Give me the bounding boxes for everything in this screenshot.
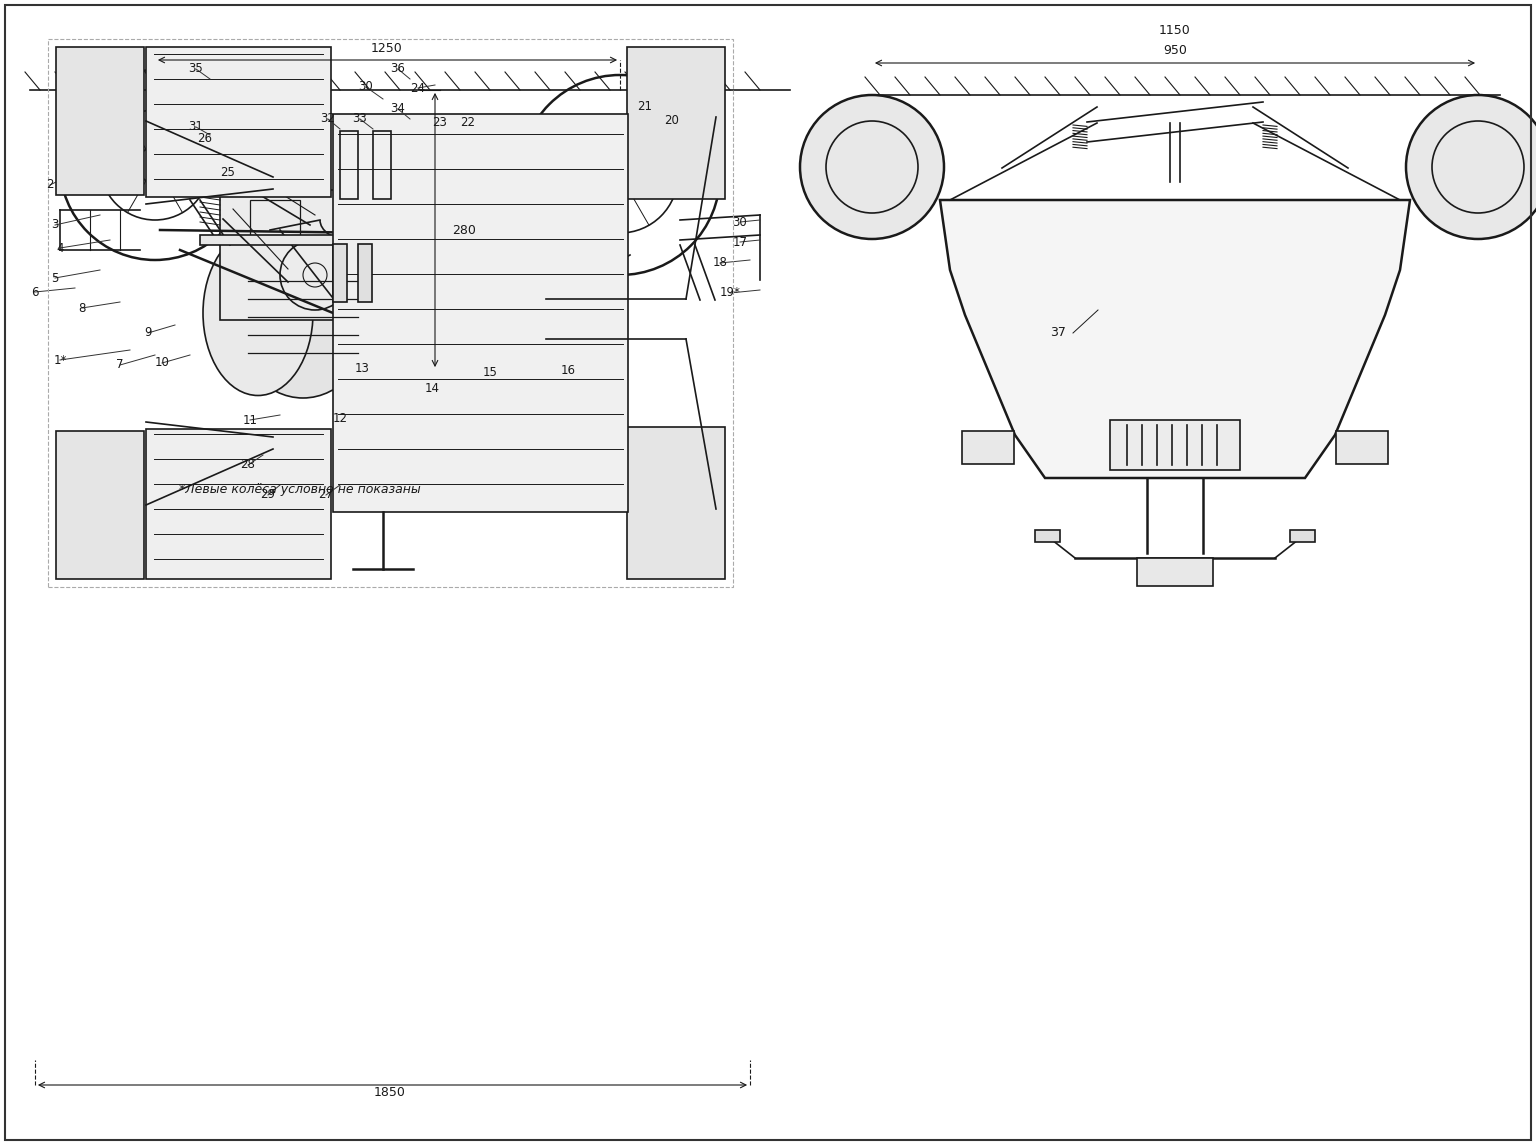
Text: 27: 27 (318, 489, 333, 502)
Circle shape (800, 95, 945, 239)
Text: 16: 16 (561, 363, 576, 377)
Bar (598, 354, 614, 366)
Text: 22: 22 (461, 116, 476, 128)
Text: 18: 18 (713, 256, 728, 269)
Text: 14: 14 (424, 381, 439, 395)
Circle shape (370, 270, 410, 310)
Text: 36: 36 (390, 63, 406, 76)
Bar (627, 47, 725, 199)
Text: 9: 9 (144, 326, 152, 340)
Bar (627, 427, 725, 579)
Bar (146, 47, 330, 197)
Text: 3: 3 (51, 219, 58, 231)
Text: 19*: 19* (719, 286, 740, 300)
Text: 31: 31 (189, 120, 203, 134)
Text: *Левые колёса условно не показаны: *Левые колёса условно не показаны (180, 483, 421, 497)
Text: 28: 28 (241, 458, 255, 472)
Text: 29: 29 (261, 489, 275, 502)
Bar (146, 429, 330, 579)
Bar (1137, 558, 1213, 586)
Text: 7: 7 (117, 358, 124, 371)
Bar (48, 39, 733, 587)
Text: 950: 950 (1163, 44, 1187, 56)
Text: 32: 32 (321, 112, 335, 126)
Text: 4: 4 (57, 242, 65, 254)
Text: 280: 280 (452, 223, 476, 237)
Text: 30: 30 (358, 80, 373, 94)
Circle shape (1405, 95, 1536, 239)
Bar (1336, 431, 1389, 464)
Polygon shape (940, 200, 1410, 477)
Text: 15: 15 (482, 365, 498, 379)
Bar (55, 431, 144, 579)
Text: 6: 6 (31, 285, 38, 299)
Text: 11: 11 (243, 413, 258, 426)
Text: 2: 2 (46, 179, 54, 191)
Text: 1*: 1* (54, 354, 66, 366)
Bar (1111, 420, 1240, 469)
Text: 1850: 1850 (375, 1085, 406, 1098)
Ellipse shape (233, 228, 373, 398)
Text: 1250: 1250 (372, 41, 402, 55)
Circle shape (379, 270, 410, 300)
Bar (339, 264, 450, 330)
Text: 25: 25 (221, 166, 235, 179)
Polygon shape (260, 255, 490, 315)
Bar (333, 244, 347, 302)
Text: 13: 13 (355, 362, 370, 374)
Text: 21: 21 (637, 101, 653, 113)
Bar (1035, 530, 1060, 542)
Bar (358, 244, 372, 302)
Ellipse shape (203, 230, 313, 395)
Bar (373, 131, 392, 199)
Text: 30: 30 (733, 215, 748, 229)
Bar (339, 131, 358, 199)
Bar (200, 235, 521, 245)
Bar (250, 200, 300, 240)
Text: 1150: 1150 (1160, 24, 1190, 37)
Text: 35: 35 (189, 63, 203, 76)
Text: 23: 23 (433, 116, 447, 128)
Text: 24: 24 (410, 81, 425, 95)
Bar (55, 47, 144, 195)
Text: 10: 10 (155, 356, 169, 370)
Text: 5: 5 (51, 271, 58, 284)
Text: 34: 34 (390, 103, 406, 116)
Bar (962, 431, 1014, 464)
Bar (220, 190, 410, 319)
Text: 26: 26 (198, 132, 212, 144)
Text: 17: 17 (733, 236, 748, 248)
Text: 33: 33 (353, 112, 367, 126)
Bar (1290, 530, 1315, 542)
Text: 8: 8 (78, 301, 86, 315)
Bar (465, 360, 482, 371)
Bar (333, 114, 628, 512)
Text: 20: 20 (665, 113, 679, 126)
Text: 37: 37 (1051, 325, 1066, 339)
Text: 12: 12 (332, 411, 347, 425)
